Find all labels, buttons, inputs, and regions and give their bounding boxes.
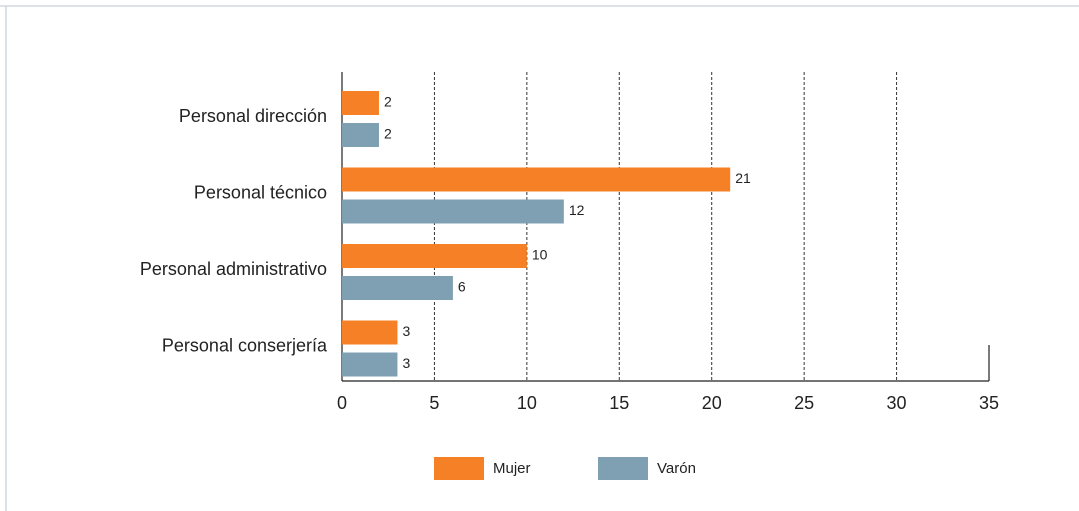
category-label: Personal conserjería (162, 335, 328, 355)
category-label: Personal dirección (179, 106, 327, 126)
value-label: 2 (384, 94, 392, 110)
legend-swatch (434, 457, 484, 480)
x-tick-label: 0 (337, 393, 347, 413)
legend-label: Mujer (493, 460, 531, 477)
x-tick-label: 10 (517, 393, 537, 413)
value-label: 12 (569, 202, 585, 218)
bar (342, 167, 731, 192)
x-tick-label: 5 (429, 393, 439, 413)
x-tick-label: 30 (887, 393, 907, 413)
category-label: Personal técnico (194, 182, 327, 202)
x-tick-label: 25 (794, 393, 814, 413)
x-tick-label: 35 (979, 393, 999, 413)
x-tick-label: 20 (702, 393, 722, 413)
x-tick-label: 15 (609, 393, 629, 413)
value-label: 21 (735, 170, 751, 186)
value-label: 3 (402, 355, 410, 371)
bar (342, 123, 379, 147)
value-label: 3 (402, 323, 410, 339)
bar (342, 320, 398, 345)
bar (342, 244, 527, 268)
category-label: Personal administrativo (140, 259, 327, 279)
bar (342, 352, 398, 377)
bar (342, 276, 453, 300)
value-label: 6 (458, 279, 466, 295)
legend-swatch (598, 457, 648, 480)
value-label: 10 (532, 247, 548, 263)
bar (342, 91, 379, 115)
legend-label: Varón (657, 460, 696, 477)
bar (342, 199, 564, 224)
value-label: 2 (384, 126, 392, 142)
